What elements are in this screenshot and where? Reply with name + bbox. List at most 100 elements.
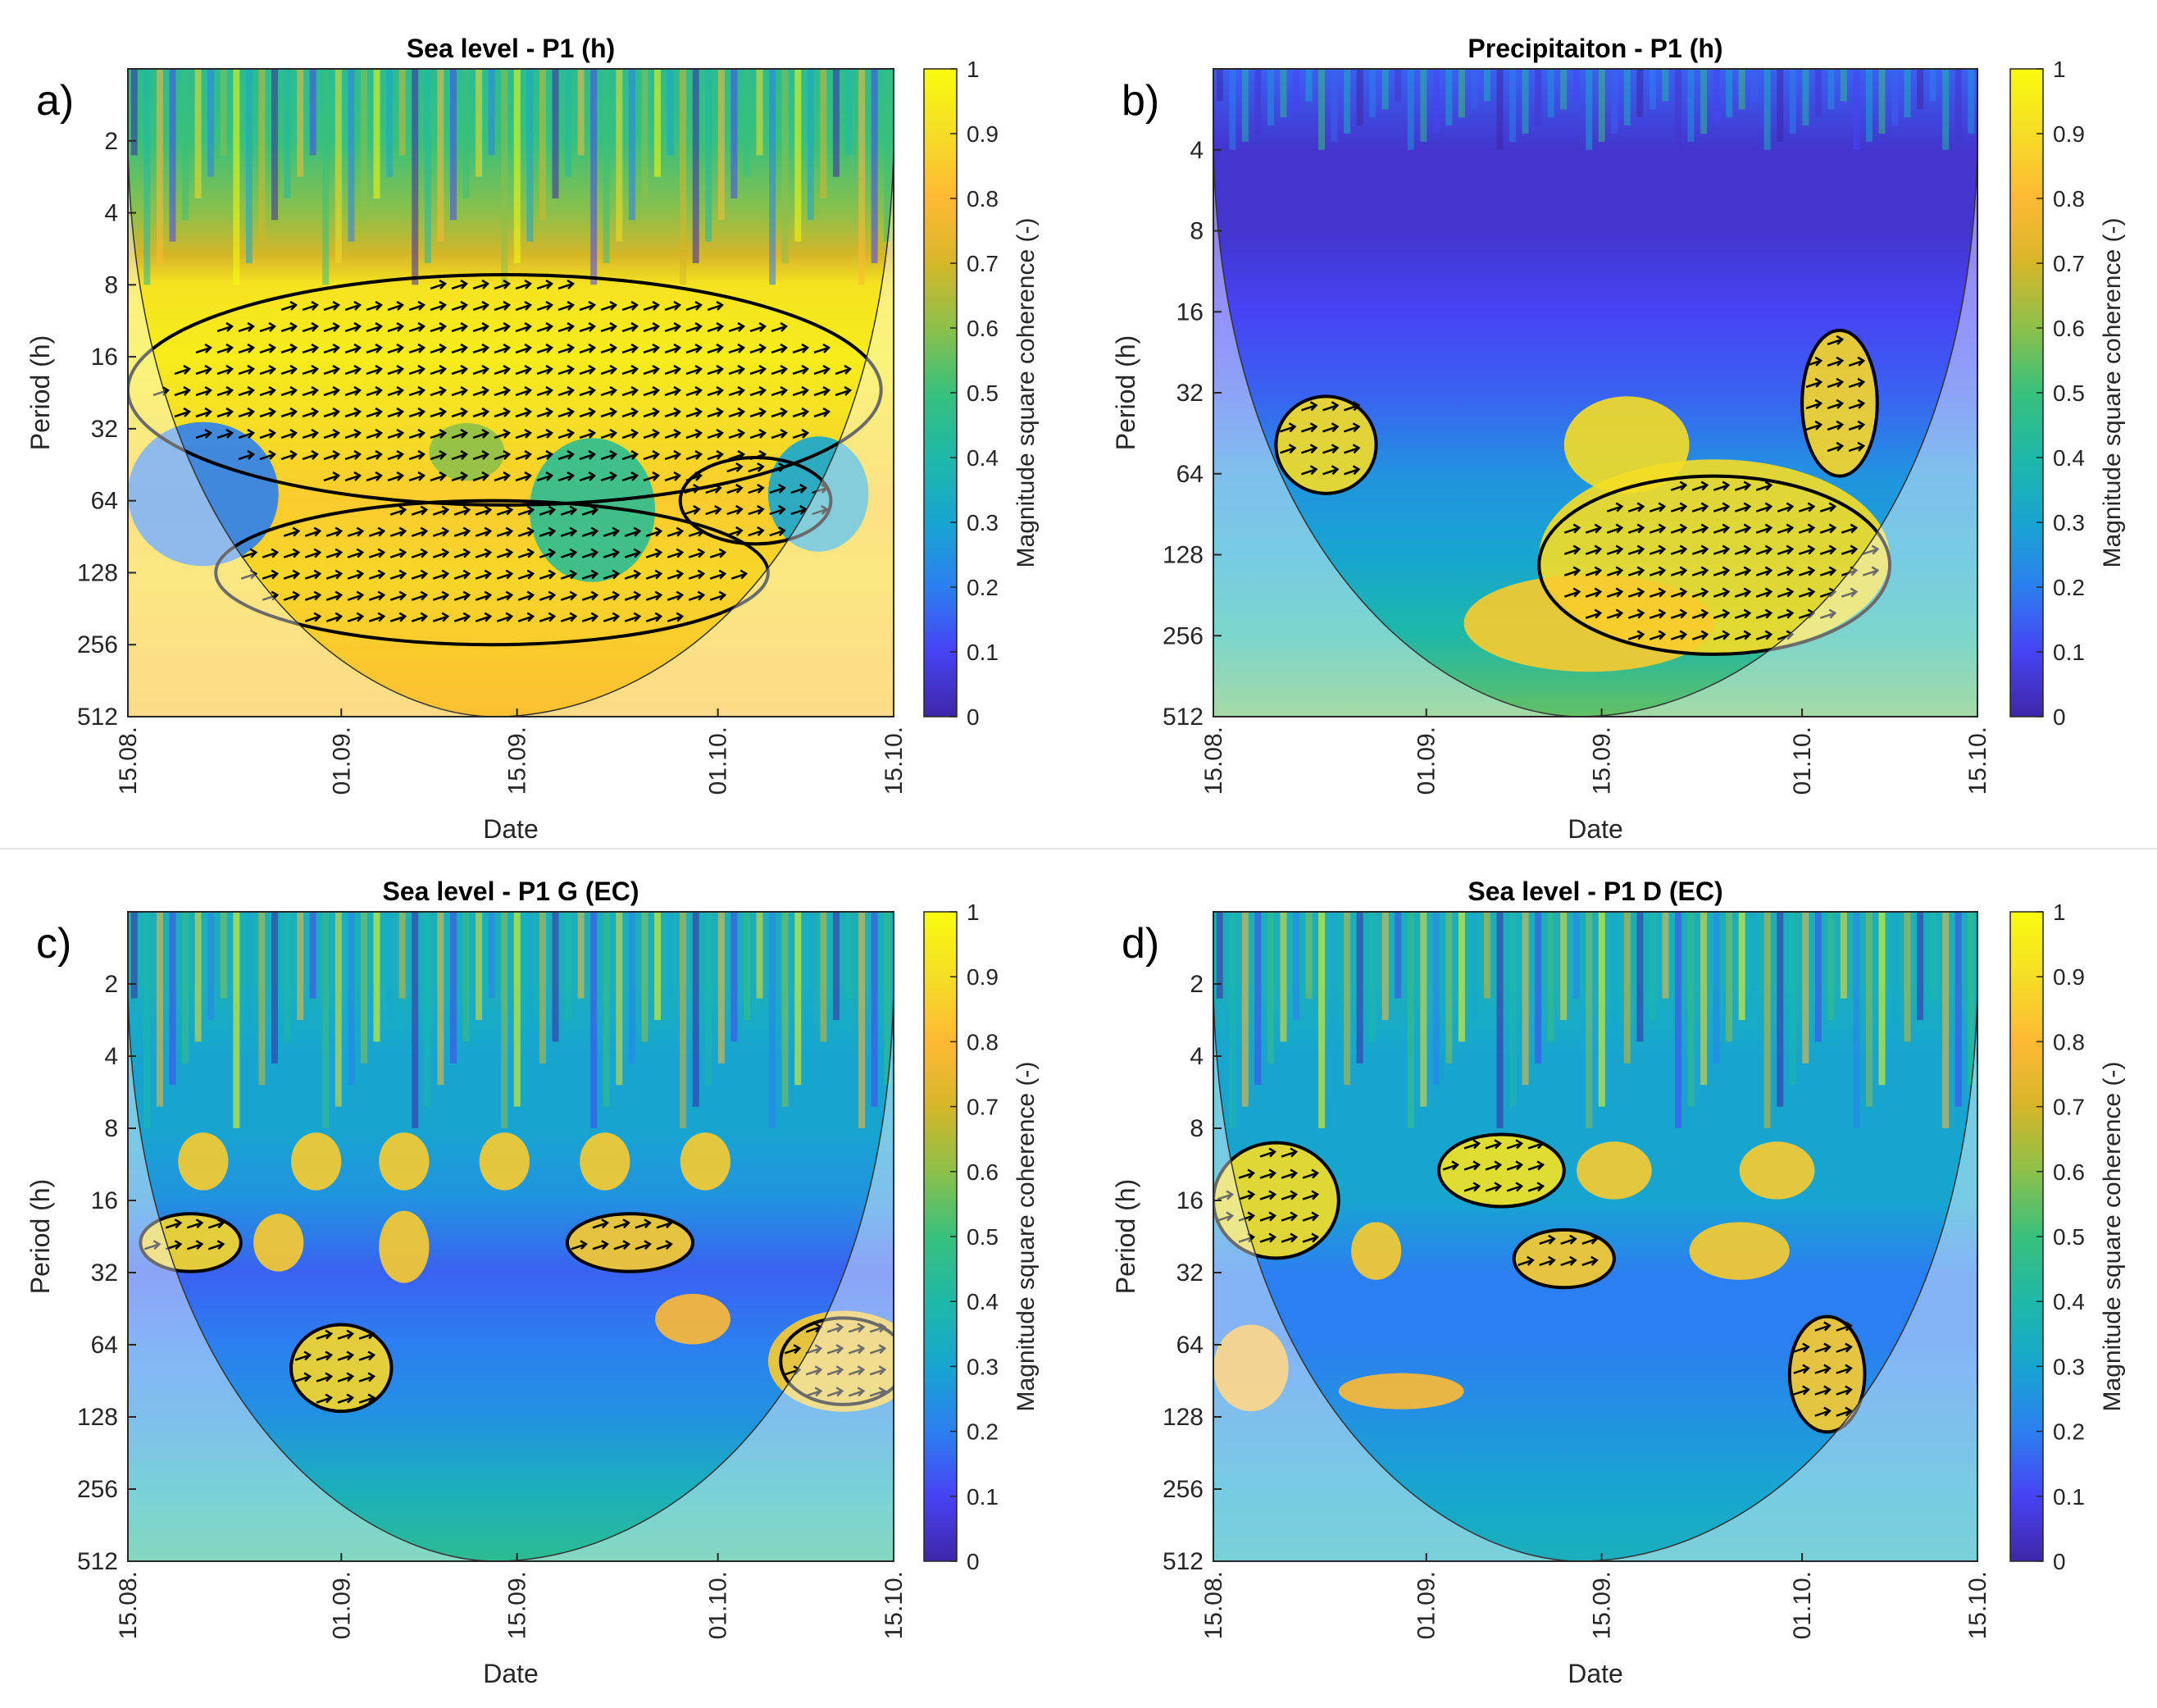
phase-arrow [1217,1190,1235,1200]
phase-arrow [685,300,703,312]
phase-arrow [280,364,298,376]
phase-arrow [1734,544,1752,555]
short-period-streak [1267,69,1274,126]
short-period-streak [1420,912,1427,1107]
coherence-region [1463,574,1715,672]
phase-arrow [1814,1364,1832,1374]
phase-arrow [494,364,512,376]
phase-arrow [475,612,493,622]
short-period-streak [348,69,355,242]
short-period-streak [1407,69,1414,150]
phase-arrow [557,279,576,290]
phase-arrow [387,321,405,333]
phase-arrow [389,548,407,558]
phase-arrow [408,364,426,376]
phase-arrow [560,569,578,580]
y-tick-label: 512 [77,1548,118,1575]
phase-arrow [302,428,320,440]
colorbar-tick-label: 0.1 [2053,1484,2085,1510]
phase-arrow [472,428,490,440]
phase-arrow [536,428,554,440]
phase-arrow [664,364,682,376]
phase-arrow [707,428,725,440]
cone-of-influence [1213,912,1977,1561]
short-period-streak [1254,69,1262,134]
phase-arrow [1506,1182,1524,1192]
phase-arrow [579,449,597,461]
short-period-streak [194,912,202,1042]
phase-arrow [207,1218,225,1229]
short-period-streak [1572,912,1580,999]
phase-arrow [749,385,767,397]
short-period-streak [730,912,738,1042]
y-tick-label: 32 [91,1259,118,1287]
phase-arrow [494,385,512,397]
phase-arrow [1691,544,1709,555]
phase-arrow [1606,502,1624,512]
short-period-streak [832,912,840,1020]
x-tick-label: 15.08. [115,726,142,795]
phase-arrow [451,428,469,440]
short-period-streak [284,912,291,1042]
phase-arrow [358,1329,376,1340]
phase-arrow [539,505,557,516]
phase-arrow [1485,1139,1503,1150]
short-period-streak [667,69,674,156]
short-period-streak [641,69,648,198]
phase-arrow [238,343,256,354]
phase-arrow [1585,566,1603,576]
phase-arrow [557,471,576,482]
phase-arrow [1814,1385,1832,1396]
short-period-streak [1344,912,1351,1086]
significance-contour [1213,1141,1340,1260]
phase-arrow [705,483,722,494]
phase-arrow [1691,587,1709,598]
phase-arrow [259,428,277,440]
short-period-streak [1241,912,1249,1107]
significance-contour [1537,474,1892,656]
phase-arrow [624,526,642,537]
panel-row-divider [0,848,2157,849]
phase-arrow [1827,356,1845,367]
short-period-streak [1942,912,1950,1128]
phase-arrow [707,364,725,376]
coherence-region [1338,1373,1464,1410]
short-period-streak [1700,69,1708,134]
colorbar-tick-label: 0.7 [967,1095,999,1120]
short-period-streak [858,912,866,1128]
phase-arrow [1713,544,1731,555]
phase-arrow [1300,422,1318,433]
coherence-region [253,1214,304,1272]
y-tick-label: 128 [1163,1404,1204,1431]
phase-arrow [1585,608,1603,619]
phase-arrow [304,548,322,558]
short-period-streak [577,912,585,999]
plot-area [1213,69,1977,717]
phase-arrow [430,407,448,418]
short-period-streak [360,912,367,1064]
phase-arrow [1836,1385,1853,1396]
short-period-streak [577,69,585,156]
short-period-streak [845,69,853,156]
phase-arrow [560,612,578,622]
x-axis-label: Date [483,814,539,844]
phase-arrow [645,548,663,558]
cone-of-influence [128,912,894,1561]
phase-arrow [1798,544,1816,555]
phase-arrow [472,343,490,354]
phase-arrow [749,407,767,418]
phase-arrow [667,526,685,537]
coherence-region [379,1132,430,1191]
phase-arrow [1755,502,1773,512]
short-period-streak [220,69,227,156]
phase-arrow [411,548,429,558]
panel-label: b) [1122,77,1159,125]
phase-arrow [515,407,533,418]
phase-arrow [1734,481,1752,491]
x-tick-label: 15.09. [1589,726,1616,795]
short-period-streak [794,912,802,1086]
short-period-streak [271,912,279,1064]
short-period-streak [1649,912,1656,1020]
phase-arrow [603,590,621,601]
